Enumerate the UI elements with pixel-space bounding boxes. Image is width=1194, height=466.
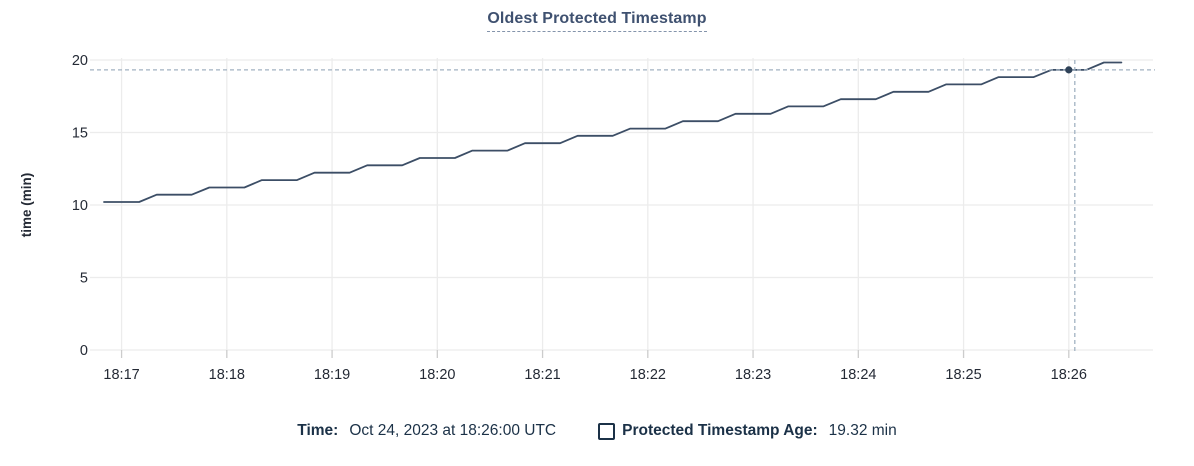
- x-tick-label: 18:18: [209, 367, 245, 383]
- y-tick-label: 0: [80, 343, 88, 359]
- chart-title[interactable]: Oldest Protected Timestamp: [487, 10, 707, 32]
- x-axis-ticks: [120, 350, 1070, 358]
- chart-title-row: Oldest Protected Timestamp: [0, 10, 1194, 32]
- x-tick-label: 18:26: [1051, 367, 1087, 383]
- y-tick-label: 20: [72, 53, 88, 69]
- x-tick-label: 18:23: [735, 367, 771, 383]
- hover-dot: [1065, 66, 1073, 74]
- series-line: [103, 61, 1123, 203]
- y-tick-label: 5: [80, 271, 88, 287]
- y-axis-labels: 0 5 10 15 20: [72, 53, 88, 359]
- y-axis-title: time (min): [19, 173, 34, 238]
- legend-time-value: Oct 24, 2023 at 18:26:00 UTC: [349, 422, 557, 439]
- y-tick-label: 15: [72, 126, 88, 142]
- legend-series-group: Protected Timestamp Age: 19.32 min: [598, 421, 897, 441]
- x-axis-labels: 18:17 18:18 18:19 18:20 18:21 18:22 18:23 18:24…: [103, 367, 1087, 383]
- x-tick-label: 18:19: [314, 367, 350, 383]
- x-tick-label: 18:25: [945, 367, 981, 383]
- x-gridlines: [120, 58, 1070, 350]
- legend-series-label: Protected Timestamp Age:: [622, 422, 818, 439]
- series-checkbox[interactable]: [598, 422, 616, 440]
- x-tick-label: 18:21: [524, 367, 560, 383]
- legend-time-group: Time: Oct 24, 2023 at 18:26:00 UTC: [297, 421, 556, 441]
- x-tick-label: 18:24: [840, 367, 876, 383]
- x-tick-label: 18:22: [630, 367, 666, 383]
- x-tick-label: 18:17: [103, 367, 139, 383]
- chart-legend: Time: Oct 24, 2023 at 18:26:00 UTC Prote…: [0, 420, 1194, 442]
- legend-series-value: 19.32 min: [828, 422, 897, 439]
- y-gridlines: [90, 59, 1153, 351]
- y-tick-label: 10: [72, 198, 88, 214]
- x-tick-label: 18:20: [419, 367, 455, 383]
- legend-time-label: Time:: [297, 422, 339, 439]
